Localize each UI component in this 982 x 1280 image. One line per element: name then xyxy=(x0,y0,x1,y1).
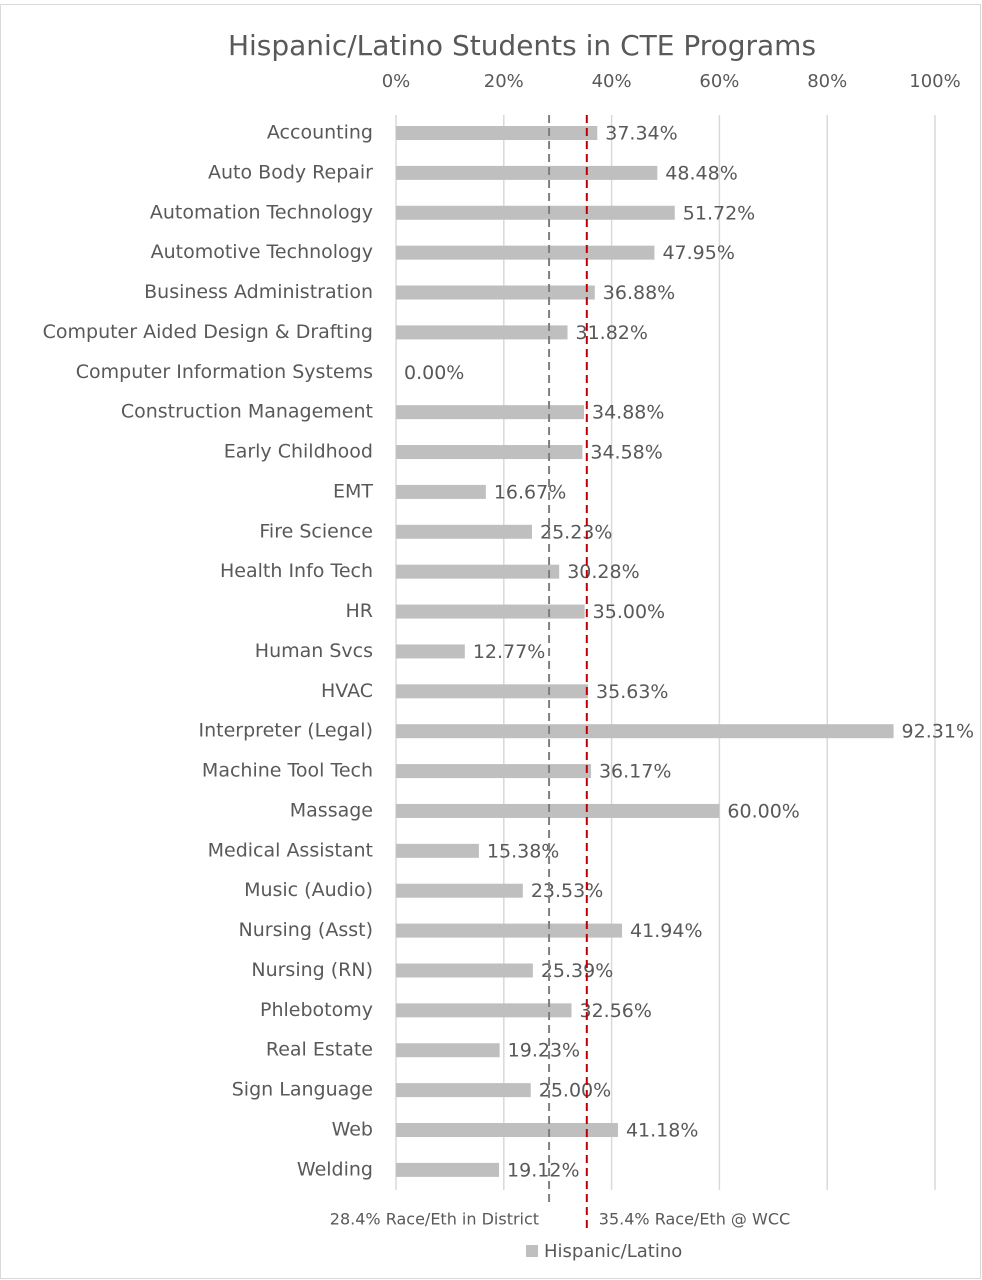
y-tick-label: Early Childhood xyxy=(224,441,373,463)
data-label: 23.53% xyxy=(531,880,603,902)
y-tick-label: Massage xyxy=(290,799,373,821)
bar xyxy=(396,843,479,858)
x-tick-label: 0% xyxy=(382,71,411,92)
legend-swatch xyxy=(526,1245,538,1257)
data-label: 12.77% xyxy=(473,641,545,663)
data-label: 19.12% xyxy=(507,1159,579,1181)
bar xyxy=(396,923,623,938)
data-label: 25.00% xyxy=(539,1080,611,1102)
reference-label: 35.4% Race/Eth @ WCC xyxy=(599,1210,790,1229)
x-tick-label: 80% xyxy=(807,71,847,92)
reference-label: 28.4% Race/Eth in District xyxy=(330,1210,539,1229)
y-tick-label: Medical Assistant xyxy=(208,839,373,861)
bar xyxy=(396,1162,500,1177)
y-tick-label: Nursing (Asst) xyxy=(239,919,373,941)
bar xyxy=(396,883,523,898)
x-tick-label: 20% xyxy=(484,71,524,92)
data-label: 0.00% xyxy=(404,362,464,384)
bar xyxy=(396,1003,572,1018)
bar xyxy=(396,1123,618,1137)
data-label: 35.63% xyxy=(596,681,668,703)
data-label: 36.88% xyxy=(603,282,675,304)
y-tick-label: Computer Aided Design & Drafting xyxy=(43,321,373,343)
x-tick-label: 60% xyxy=(699,71,739,92)
bar xyxy=(396,684,589,699)
bar xyxy=(396,764,591,779)
x-tick-label: 100% xyxy=(909,71,960,92)
legend-label: Hispanic/Latino xyxy=(544,1241,682,1262)
bar xyxy=(396,325,568,340)
y-tick-label: Web xyxy=(332,1119,373,1141)
data-label: 37.34% xyxy=(605,123,677,145)
data-label: 31.82% xyxy=(576,322,648,344)
y-tick-label: Automotive Technology xyxy=(151,241,373,263)
bar xyxy=(396,445,583,460)
bar xyxy=(396,405,585,420)
y-tick-label: Phlebotomy xyxy=(260,999,373,1021)
y-tick-label: Interpreter (Legal) xyxy=(199,720,373,742)
y-tick-label: Welding xyxy=(297,1158,373,1180)
data-label: 34.88% xyxy=(592,402,664,424)
bar xyxy=(396,644,465,659)
data-label: 16.67% xyxy=(494,481,566,503)
bar xyxy=(396,165,658,180)
data-label: 92.31% xyxy=(902,721,974,743)
data-label: 32.56% xyxy=(579,1000,651,1022)
y-tick-label: Machine Tool Tech xyxy=(202,760,373,782)
data-label: 48.48% xyxy=(665,162,737,184)
y-tick-label: Computer Information Systems xyxy=(76,361,373,383)
x-tick-label: 40% xyxy=(592,71,632,92)
y-tick-label: Business Administration xyxy=(144,281,373,303)
bar xyxy=(396,245,655,260)
data-label: 15.38% xyxy=(487,840,559,862)
data-label: 41.94% xyxy=(630,920,702,942)
y-tick-label: EMT xyxy=(333,480,373,502)
bar xyxy=(396,524,532,539)
y-tick-label: Construction Management xyxy=(121,401,373,423)
y-tick-label: Sign Language xyxy=(232,1079,373,1101)
y-tick-label: Music (Audio) xyxy=(244,879,373,901)
bar xyxy=(396,126,598,140)
y-tick-label: Automation Technology xyxy=(150,201,373,223)
bar xyxy=(396,484,486,499)
data-label: 19.23% xyxy=(508,1040,580,1062)
data-label: 35.00% xyxy=(593,601,665,623)
bar xyxy=(396,963,533,978)
bar xyxy=(396,285,595,300)
data-label: 25.39% xyxy=(541,960,613,982)
y-tick-label: Human Svcs xyxy=(255,640,373,662)
data-label: 25.23% xyxy=(540,521,612,543)
data-label: 41.18% xyxy=(626,1120,698,1142)
y-tick-label: Fire Science xyxy=(259,520,373,542)
y-tick-label: Accounting xyxy=(267,122,373,144)
bar xyxy=(396,1083,531,1098)
data-label: 47.95% xyxy=(662,242,734,264)
bar xyxy=(396,564,560,579)
data-label: 30.28% xyxy=(567,561,639,583)
bar xyxy=(396,604,585,619)
bar xyxy=(396,803,720,818)
bar xyxy=(396,724,894,739)
data-label: 36.17% xyxy=(599,761,671,783)
y-tick-label: HVAC xyxy=(321,680,373,702)
y-tick-label: Auto Body Repair xyxy=(208,161,373,183)
data-label: 60.00% xyxy=(727,800,799,822)
bar xyxy=(396,1043,500,1058)
data-label: 34.58% xyxy=(590,442,662,464)
chart-title: Hispanic/Latino Students in CTE Programs xyxy=(228,29,816,62)
y-tick-label: Nursing (RN) xyxy=(251,959,373,981)
data-label: 51.72% xyxy=(683,202,755,224)
bar xyxy=(396,205,675,220)
y-tick-label: Health Info Tech xyxy=(220,560,373,582)
y-tick-label: Real Estate xyxy=(266,1039,373,1061)
y-tick-label: HR xyxy=(346,600,374,622)
